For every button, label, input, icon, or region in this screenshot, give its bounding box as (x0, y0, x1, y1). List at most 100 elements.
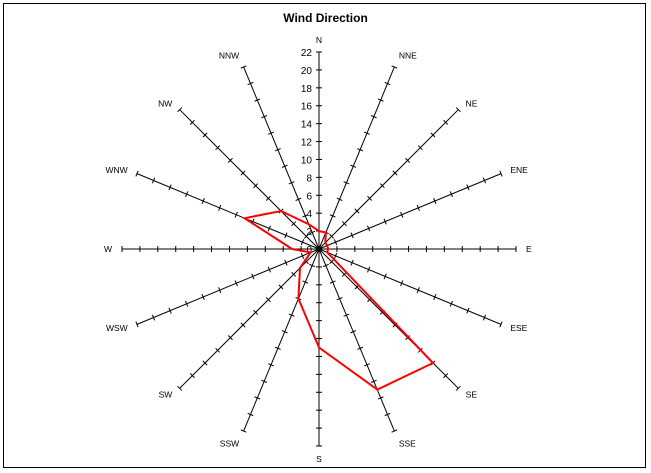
tick-mark-ne (379, 183, 385, 189)
tick-mark-nne (350, 164, 357, 168)
tick-mark-nnw (268, 131, 274, 135)
radial-tick-label: 8 (306, 173, 312, 184)
tick-mark-se (329, 259, 335, 265)
tick-mark-ese (482, 314, 487, 321)
tick-mark-ene (433, 198, 437, 204)
tick-mark-wnw (234, 211, 238, 218)
radial-tick-label: 6 (306, 191, 312, 202)
tick-mark-ssw (274, 346, 281, 350)
tick-mark-ne (392, 170, 398, 176)
tick-mark-ese (400, 280, 404, 287)
tick-mark-ene (333, 239, 338, 246)
tick-mark-sse (391, 429, 398, 433)
tick-mark-sse (357, 346, 364, 350)
tick-mark-ssw (309, 263, 316, 268)
tick-mark-nnw (261, 115, 268, 119)
category-label-ese: ESE (510, 323, 527, 333)
tick-mark-sw (253, 309, 259, 315)
tick-mark-ese (367, 266, 371, 273)
tick-mark-wnw (300, 239, 305, 246)
tick-mark-wsw (251, 273, 255, 280)
tick-mark-wsw (218, 287, 222, 294)
tick-mark-ese (433, 294, 437, 300)
tick-mark-ssw (254, 396, 261, 400)
tick-mark-ssw (288, 313, 295, 317)
radial-tick-label: 16 (301, 102, 313, 113)
tick-mark-sse (377, 396, 384, 400)
tick-mark-nw (177, 107, 183, 113)
spoke-nne (318, 66, 395, 250)
tick-mark-nne (364, 131, 370, 135)
tick-mark-nnw (254, 98, 261, 102)
spoke-ssw (243, 248, 320, 432)
tick-mark-sse (384, 412, 391, 417)
tick-mark-nw (240, 170, 246, 176)
tick-mark-ese (449, 300, 453, 307)
tick-mark-wnw (267, 225, 271, 232)
tick-mark-ne (354, 208, 360, 214)
category-label-n: N (316, 35, 322, 45)
tick-mark-nnw (302, 214, 309, 218)
tick-mark-nne (336, 197, 343, 201)
category-label-ssw: SSW (220, 438, 239, 448)
category-label-nw: NW (158, 98, 172, 108)
tick-mark-ne (443, 119, 449, 125)
tick-mark-nnw (240, 65, 247, 69)
tick-mark-nne (329, 214, 336, 218)
tick-mark-nne (357, 148, 364, 152)
tick-mark-wsw (234, 280, 238, 287)
tick-mark-nnw (247, 81, 254, 86)
tick-mark-ne (430, 132, 436, 138)
spoke-wnw (136, 173, 320, 250)
tick-mark-wsw (135, 321, 139, 328)
spoke-nw (179, 109, 320, 250)
category-label-sw: SW (159, 390, 173, 400)
spoke-sse (318, 248, 395, 432)
tick-mark-ene (482, 177, 487, 184)
tick-mark-ene (499, 170, 503, 177)
category-label-wsw: WSW (106, 323, 128, 333)
tick-mark-nnw (309, 230, 316, 235)
category-label-s: S (316, 454, 322, 464)
radial-tick-label: 12 (301, 138, 313, 149)
spoke-sw (179, 248, 320, 389)
radial-tick-label: 14 (301, 120, 313, 131)
tick-mark-ese (350, 259, 354, 266)
tick-mark-ne (405, 157, 411, 163)
radial-tick-label: 20 (301, 66, 313, 77)
tick-mark-wsw (267, 266, 271, 273)
tick-mark-ene (383, 218, 387, 225)
tick-mark-sse (329, 280, 336, 284)
tick-mark-nne (343, 181, 350, 185)
category-label-ene: ENE (510, 165, 528, 175)
tick-mark-nne (391, 65, 398, 69)
tick-mark-ese (383, 273, 387, 280)
tick-mark-ne (417, 145, 423, 151)
tick-mark-wsw (185, 300, 189, 307)
tick-mark-sw (215, 347, 221, 353)
category-label-se: SE (466, 390, 478, 400)
tick-mark-wnw (218, 204, 222, 211)
tick-mark-nne (377, 98, 384, 102)
tick-mark-ene (367, 225, 371, 232)
category-label-nnw: NNW (219, 51, 239, 61)
category-label-wnw: WNW (105, 165, 127, 175)
tick-mark-ssw (302, 280, 309, 284)
spoke-se (318, 248, 459, 389)
tick-mark-ese (416, 287, 420, 294)
spoke-ne (318, 109, 459, 250)
tick-mark-se (455, 385, 461, 391)
spoke-nnw (243, 66, 320, 250)
tick-mark-nne (370, 115, 377, 119)
tick-mark-wnw (151, 177, 156, 184)
radial-tick-label: 4 (306, 209, 312, 220)
tick-mark-nnw (274, 148, 281, 152)
tick-mark-nw (303, 233, 309, 239)
category-label-w: W (104, 244, 112, 254)
tick-mark-wnw (201, 198, 205, 204)
tick-mark-wsw (300, 252, 305, 259)
tick-mark-nne (384, 81, 391, 86)
radar-chart: N NNE NE ENE E ESE SE SSE S SSW SW WSW W WNW NW NNW 0 2 4 6… (104, 35, 532, 464)
tick-mark-nw (265, 195, 271, 201)
tick-mark-sw (227, 335, 233, 341)
